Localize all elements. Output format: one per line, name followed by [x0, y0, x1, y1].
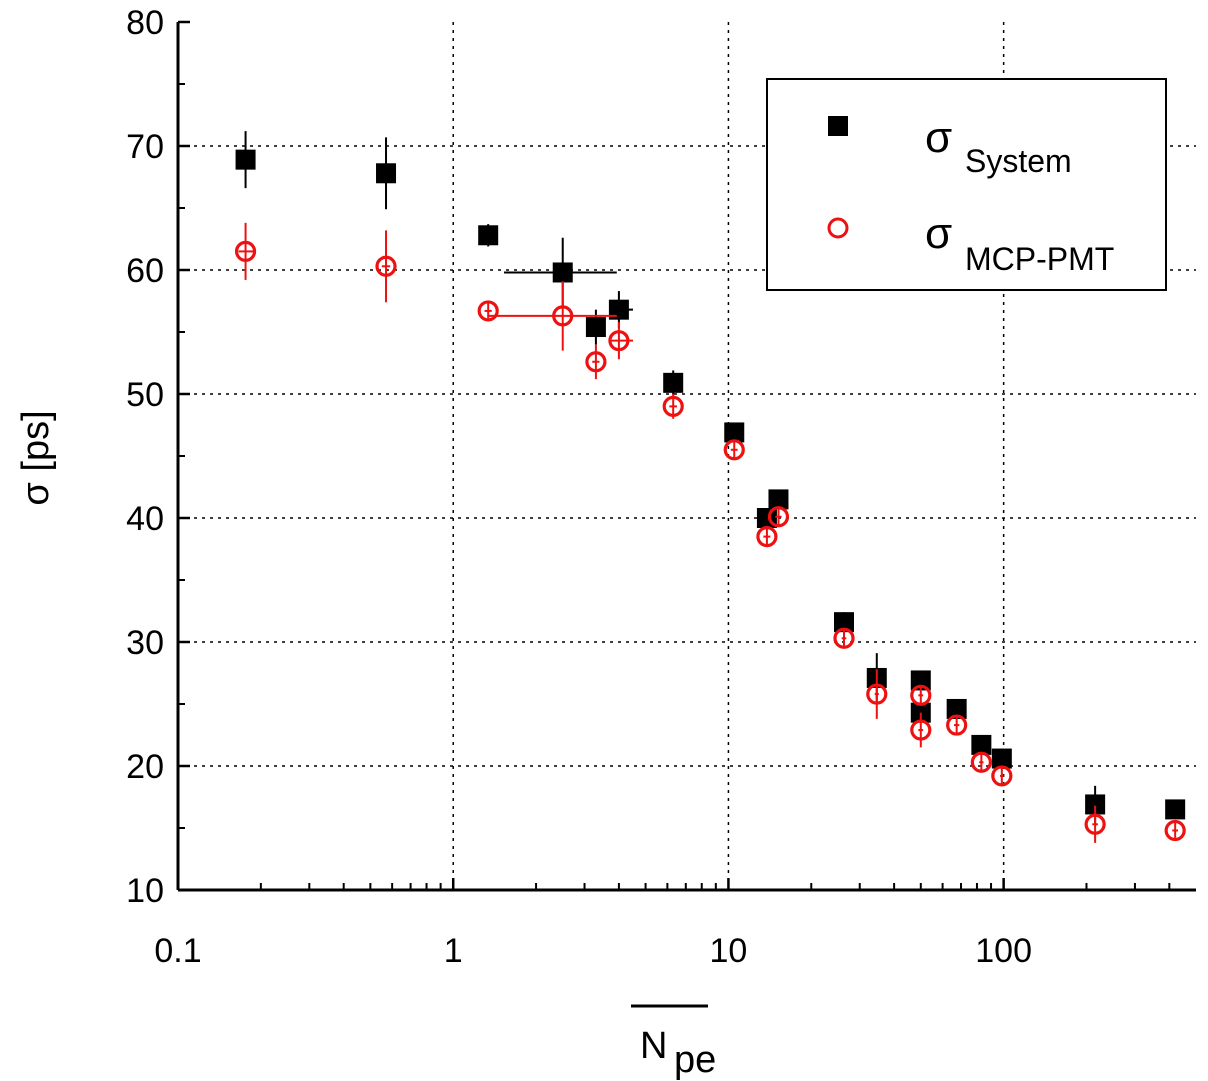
system-point — [1165, 799, 1186, 820]
legend-marker-mcp-pmt — [827, 217, 849, 239]
y-tick-label: 20 — [126, 748, 164, 786]
mcp-pmt-point — [767, 506, 790, 528]
y-tick-label: 10 — [126, 872, 164, 910]
mcp-pmt-point — [866, 683, 888, 705]
mcp-pmt-point — [970, 751, 992, 773]
system-point — [724, 422, 745, 443]
system-point — [585, 317, 606, 338]
system-point — [971, 734, 992, 755]
mcp-pmt-point — [585, 351, 607, 373]
system-point — [663, 372, 684, 393]
y-axis-label: σ [ps] — [15, 410, 57, 505]
mcp-pmt-point — [946, 714, 968, 736]
system-point — [608, 299, 629, 320]
mcp-pmt-point — [991, 765, 1013, 787]
x-axis-label-main: N — [640, 1025, 667, 1067]
mcp-pmt-point — [552, 305, 574, 327]
x-tick-label: 100 — [975, 932, 1032, 970]
system-point — [834, 612, 855, 633]
legend-label-system: σ — [925, 113, 952, 162]
ticks — [176, 20, 1171, 892]
legend-label-mcp-pmt-subscript: MCP-PMT — [965, 241, 1114, 277]
legend-marker-system — [828, 116, 848, 136]
x-axis-label-subscript: pe — [674, 1039, 716, 1081]
legend-box — [766, 78, 1167, 291]
system-point — [910, 670, 931, 691]
y-tick-label: 30 — [126, 624, 164, 662]
y-tick-label: 70 — [126, 128, 164, 166]
y-tick-label: 50 — [126, 376, 164, 414]
mcp-pmt-point — [234, 240, 257, 262]
y-tick-label: 60 — [126, 252, 164, 290]
mcp-pmt-point — [1084, 813, 1106, 835]
x-tick-label: 10 — [710, 932, 748, 970]
system-point — [768, 489, 789, 510]
data-marks — [234, 131, 1186, 843]
system-point — [552, 262, 573, 283]
system-point — [235, 149, 256, 170]
x-tick-label: 0.1 — [154, 932, 201, 970]
system-point — [991, 748, 1012, 769]
mcp-pmt-point — [375, 255, 397, 277]
legend: σ System σ MCP-PMT — [766, 78, 1167, 291]
mcp-pmt-point — [608, 330, 630, 352]
legend-label-mcp-pmt: σ — [925, 209, 952, 258]
x-axis-label: N pe — [631, 1004, 716, 1081]
x-tick-label: 1 — [444, 932, 463, 970]
system-point — [1085, 794, 1106, 815]
mcp-pmt-point — [833, 627, 855, 649]
legend-label-system-subscript: System — [965, 143, 1072, 179]
mcp-pmt-point — [662, 395, 684, 417]
mcp-pmt-point — [756, 525, 778, 548]
y-tick-label: 80 — [126, 4, 164, 42]
mcp-pmt-point — [910, 684, 932, 706]
mcp-pmt-point — [477, 300, 499, 322]
y-tick-label: 40 — [126, 500, 164, 538]
mcp-pmt-point — [1164, 819, 1186, 842]
system-point — [946, 698, 967, 719]
tick-labels: 10 20 30 40 50 60 70 80 0.1 1 10 100 — [126, 4, 1032, 970]
mcp-pmt-point — [723, 439, 745, 461]
system-point — [478, 225, 499, 246]
system-point — [376, 163, 397, 184]
mcp-pmt-point — [910, 719, 932, 741]
